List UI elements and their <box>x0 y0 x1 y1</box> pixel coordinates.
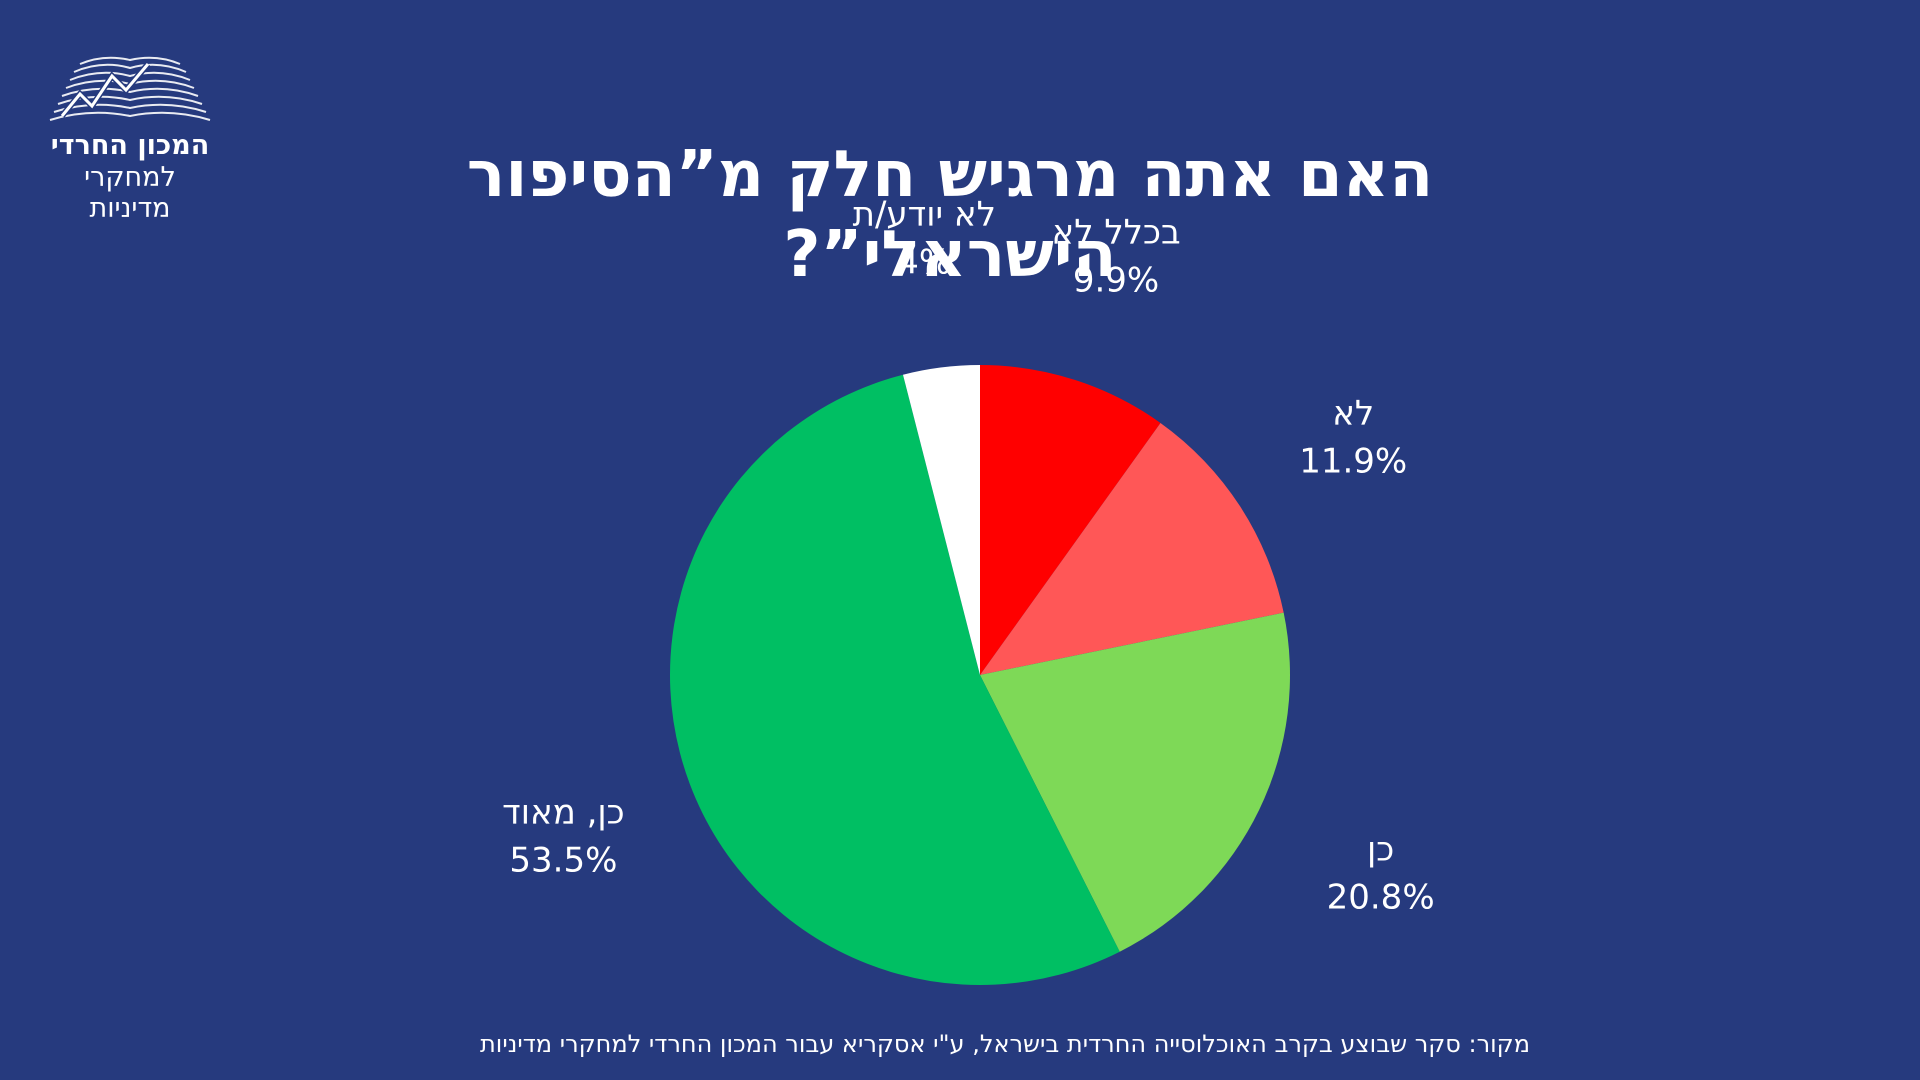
slice-value-1: 11.9% <box>1299 442 1407 482</box>
slice-label-3: כן, מאוד <box>502 792 625 832</box>
logo-subtitle: למחקרי מדיניות <box>84 162 176 224</box>
slice-label-1: לא <box>1332 394 1374 434</box>
pie-slice-1 <box>980 422 1284 675</box>
source-note: מקור: סקר שבוצע בקרב האוכלוסייה החרדית ב… <box>480 1030 1530 1058</box>
chart-title: האם אתה מרגיש חלק מ”הסיפור הישראלי”? <box>466 138 1434 292</box>
slice-value-2: 20.8% <box>1327 878 1435 918</box>
slice-label-2: כן <box>1367 830 1394 870</box>
pie-slice-2 <box>980 612 1290 952</box>
slice-value-3: 53.5% <box>509 840 617 880</box>
slice-value-4: 4% <box>897 243 951 283</box>
logo-title: המכון החרדי <box>50 130 210 161</box>
slice-value-0: 9.9% <box>1073 260 1159 300</box>
logo: המכון החרדי למחקרי מדיניות <box>40 42 220 224</box>
pie-slice-4 <box>902 365 980 675</box>
book-logo-icon <box>49 56 211 121</box>
slice-label-4: לא יודע/ת <box>853 195 996 235</box>
pie-slice-0 <box>980 365 1161 675</box>
pie-slice-3 <box>670 374 1120 986</box>
slice-label-0: בכלל לא <box>1051 212 1180 252</box>
